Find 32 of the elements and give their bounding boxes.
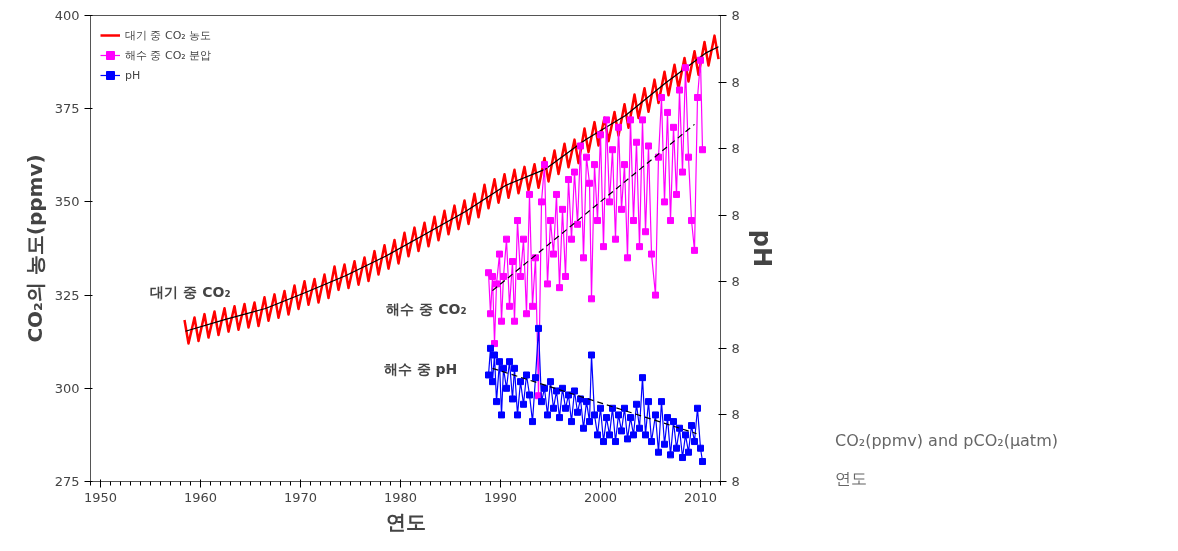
y2-tick-label: 8 bbox=[731, 207, 740, 223]
y-tick-label: 275 bbox=[54, 474, 80, 489]
text: CO₂(ppmv) and pCO₂(μatm) bbox=[835, 430, 1058, 452]
y-tick-label: 375 bbox=[54, 101, 80, 117]
annotation: 대기 중 CO₂ bbox=[150, 283, 231, 300]
y2-tick-label: 8 bbox=[731, 274, 740, 290]
x-tick-label: 1950 bbox=[83, 489, 118, 505]
x-axis-title: 연도 bbox=[385, 509, 426, 534]
y-axis-title: CO₂의 농도(ppmv) bbox=[22, 154, 47, 343]
x-tick-label: 1980 bbox=[383, 489, 418, 505]
legend-label: 해수 중 CO₂ 분압 bbox=[125, 47, 212, 63]
annotation: 해수 중 pH bbox=[383, 360, 458, 377]
x-tick-label: 1970 bbox=[283, 489, 318, 505]
y2-tick-label: 8 bbox=[731, 74, 740, 90]
x-tick-label: 1990 bbox=[483, 489, 518, 505]
x-tick-label: 2010 bbox=[683, 489, 718, 505]
x-tick-label: 1960 bbox=[183, 489, 218, 505]
y-tick-label: 300 bbox=[54, 380, 80, 396]
text: 연도 bbox=[835, 467, 867, 490]
annotation: 해수 중 CO₂ bbox=[386, 300, 467, 317]
legend-label: 대기 중 CO₂ 농도 bbox=[125, 27, 212, 43]
y2-tick-label: 8 bbox=[731, 8, 740, 23]
y2-axis-title: pH bbox=[747, 229, 776, 268]
y-tick-label: 400 bbox=[54, 8, 80, 23]
y2-tick-label: 8 bbox=[731, 141, 740, 157]
x-tick-label: 2000 bbox=[583, 489, 618, 505]
y2-tick-label: 8 bbox=[731, 474, 740, 489]
y-tick-label: 350 bbox=[54, 194, 80, 210]
y2-tick-label: 8 bbox=[731, 340, 740, 356]
y-tick-label: 325 bbox=[54, 287, 80, 303]
y2-tick-label: 8 bbox=[731, 407, 740, 423]
legend-label: pH bbox=[125, 68, 142, 82]
